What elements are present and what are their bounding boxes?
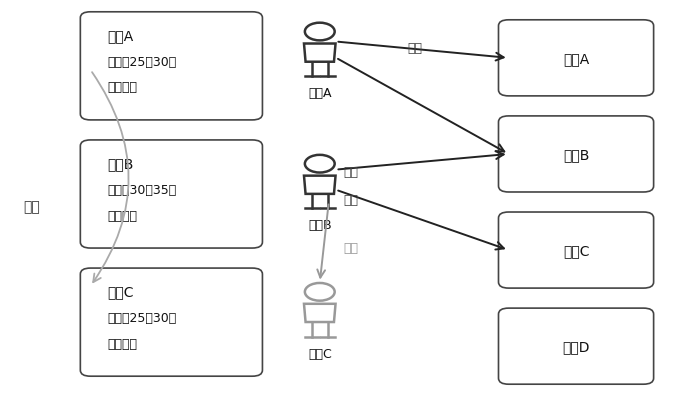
Text: 物品A: 物品A [563,52,589,66]
Text: 相似: 相似 [23,200,39,213]
FancyBboxPatch shape [498,213,653,288]
Text: 物品B: 物品B [563,147,590,162]
Text: 年龄：25～30岁: 年龄：25～30岁 [107,55,177,68]
Text: 用户B: 用户B [107,157,134,171]
Polygon shape [304,304,335,322]
FancyBboxPatch shape [80,13,262,121]
Text: 用户C: 用户C [107,285,134,298]
FancyArrowPatch shape [92,73,129,282]
FancyBboxPatch shape [80,269,262,376]
Polygon shape [304,176,335,194]
Text: 喜欢: 喜欢 [407,42,422,55]
Text: 喜欢: 喜欢 [343,194,358,207]
Text: 用户A: 用户A [107,29,133,43]
Text: 性别：男: 性别：男 [107,209,137,222]
FancyBboxPatch shape [498,21,653,97]
Text: 年龄：25～30岁: 年龄：25～30岁 [107,311,177,324]
Text: 性别：女: 性别：女 [107,81,137,94]
FancyBboxPatch shape [498,308,653,384]
Text: 用户A: 用户A [308,87,332,100]
FancyBboxPatch shape [80,141,262,248]
Text: 年龄：30～35岁: 年龄：30～35岁 [107,183,177,196]
Text: 物品C: 物品C [563,243,590,258]
Text: 用户C: 用户C [308,347,332,360]
FancyBboxPatch shape [498,117,653,192]
Text: 性别：女: 性别：女 [107,337,137,350]
Text: 物品D: 物品D [562,339,590,353]
Polygon shape [304,45,335,63]
Text: 推荐: 推荐 [343,241,358,254]
Text: 喜欢: 喜欢 [343,166,358,179]
Text: 用户B: 用户B [308,219,332,232]
